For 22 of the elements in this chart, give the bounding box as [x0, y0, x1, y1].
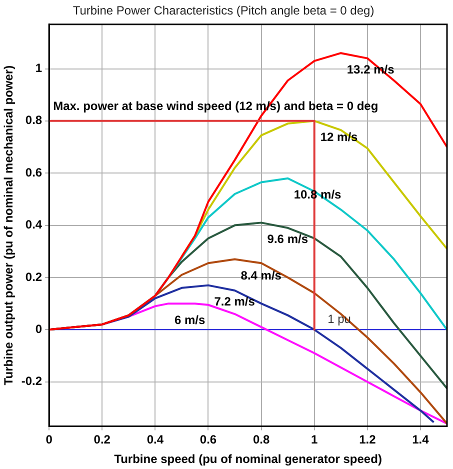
x-tick-label: 0.4	[146, 432, 164, 447]
y-tick-label: 1	[35, 61, 42, 76]
y-tick-label: -0.2	[21, 374, 42, 388]
x-tick-label: 0.2	[94, 432, 111, 447]
x-tick-label: 0.6	[200, 432, 217, 447]
x-tick-label: 1	[311, 432, 318, 447]
series-label: 7.2 m/s	[214, 294, 256, 309]
series-label: 8.4 m/s	[240, 268, 282, 283]
y-tick-label: 0.4	[25, 218, 42, 232]
series-label: 9.6 m/s	[267, 232, 308, 246]
chart-title: Turbine Power Characteristics (Pitch angle beta = 0 deg)	[72, 4, 374, 18]
y-tick-label: 0.6	[25, 165, 42, 180]
y-tick-label: 0	[35, 322, 42, 336]
x-tick-label: 0	[46, 432, 53, 447]
x-axis-title: Turbine speed (pu of nominal generator speed)	[114, 452, 382, 466]
x-tick-label: 1.4	[412, 432, 430, 447]
y-tick-label: 0.2	[25, 270, 42, 284]
series-label: 6 m/s	[174, 312, 206, 327]
y-axis-title: Turbine output power (pu of nominal mechanical power)	[2, 65, 16, 386]
y-tick-label: 0.8	[25, 113, 42, 128]
x-tick-label: 0.8	[252, 432, 270, 447]
x-tick-label: 1.2	[359, 432, 376, 447]
